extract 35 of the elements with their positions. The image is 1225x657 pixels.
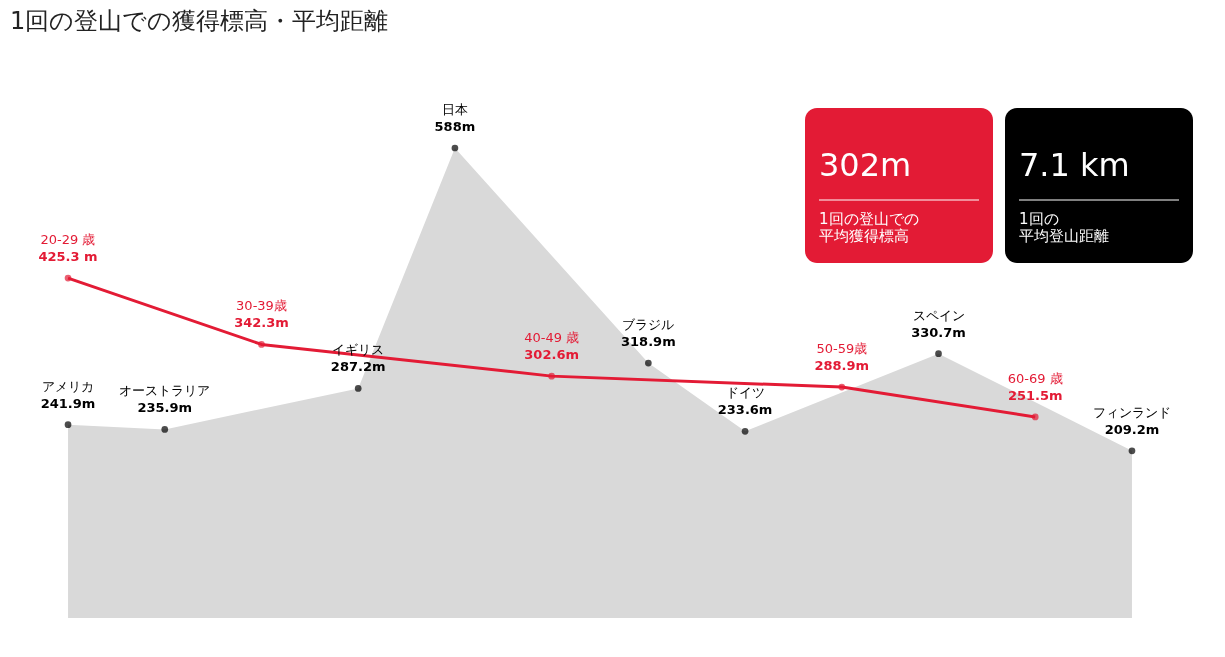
data-label: 241.9m (40, 395, 96, 411)
point (838, 383, 846, 391)
data-label: 318.9m (621, 334, 676, 350)
annotation: 30-39歳 (236, 298, 287, 314)
annotation: 302m (819, 146, 912, 184)
annotation: 1回の平均登山距離 (1019, 210, 1109, 245)
annotation: 1回の登山での平均獲得標高 (819, 210, 919, 245)
point (64, 274, 72, 282)
point (1031, 413, 1039, 421)
data-label: 235.9m (137, 400, 193, 416)
annotation: ブラジル (622, 317, 675, 333)
data-label: 588m (434, 119, 476, 134)
data-label: 425.3 m (38, 249, 98, 265)
data-label: 330.7m (911, 324, 966, 340)
annotation: 60-69 歳 (1007, 370, 1063, 386)
annotation: ドイツ (725, 385, 765, 401)
data-label: 209.2m (1104, 421, 1160, 437)
data-label: 342.3m (234, 315, 289, 331)
annotation: アメリカ (42, 378, 95, 394)
annotation: 20-29 歳 (40, 232, 96, 248)
data-label: 288.9m (814, 358, 870, 374)
point (258, 341, 265, 348)
data-label: 302.6m (524, 347, 579, 363)
point (548, 372, 555, 380)
annotation: 日本 (441, 102, 468, 117)
data-label: 233.6m (717, 402, 773, 418)
data-label: 287.2m (330, 359, 386, 375)
annotation: 40-49 歳 (524, 330, 580, 346)
annotation: フィンランド (1092, 404, 1171, 420)
annotation: 7.1 km (1019, 146, 1130, 184)
data-label: 251.5m (1007, 387, 1063, 403)
chart-title: 1回の登山での獲得標高・平均距離 (10, 7, 389, 35)
annotation: オーストラリア (119, 383, 211, 399)
annotation: スペイン (912, 307, 965, 323)
annotation: 50-59歳 (816, 341, 868, 357)
